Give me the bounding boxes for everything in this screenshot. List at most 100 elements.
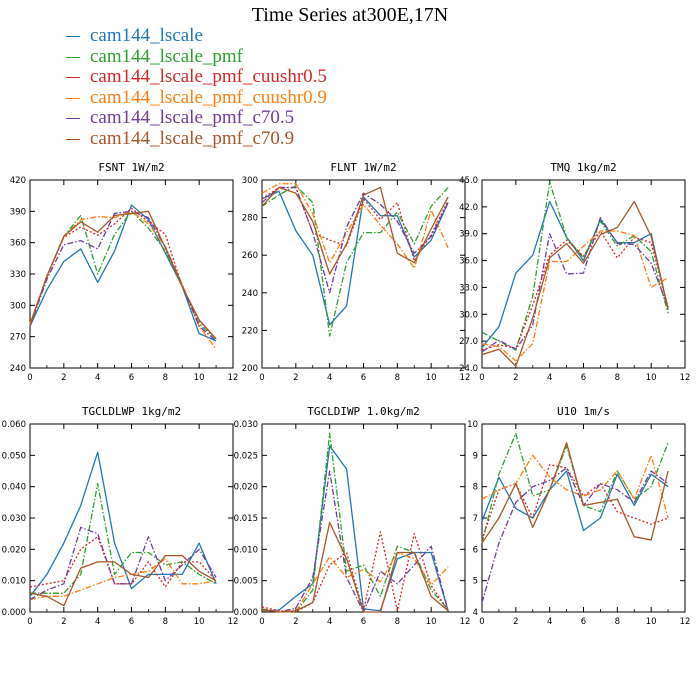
y-tick-label: 30.0 [459, 310, 478, 320]
x-tick-label: 8 [615, 617, 620, 627]
series-line-cam144_lscale_pmf_c70.5 [261, 470, 449, 613]
y-tick-label: 27.0 [459, 337, 478, 347]
y-tick-label: 220 [242, 326, 258, 336]
y-tick-label: 39.0 [459, 230, 478, 240]
y-tick-label: 240 [10, 364, 26, 374]
series-line-cam144_lscale_pmf_cuushr0.9 [29, 210, 217, 350]
y-tick-label: 280 [242, 214, 258, 224]
series-line-cam144_lscale [261, 190, 449, 326]
y-tick-label: 420 [10, 176, 26, 186]
chart-panel: TMQ 1kg/m20 2 4 6 8 10 1224.027.030.033.036.03… [459, 161, 690, 383]
y-tick-label: 33.0 [459, 283, 478, 293]
x-tick-label: 10 [646, 617, 657, 627]
y-tick-label: 4 [473, 608, 478, 618]
panel-title: TGCLDIWP 1.0kg/m2 [307, 405, 420, 418]
series-line-cam144_lscale_pmf_c70.5 [29, 210, 217, 342]
x-tick-label: 12 [228, 617, 239, 627]
y-tick-label: 330 [10, 270, 26, 280]
x-tick-label: 10 [194, 373, 205, 383]
legend-label: cam144_lscale_pmf_c70.5 [90, 107, 295, 128]
y-tick-label: 0.060 [2, 420, 26, 430]
y-tick-label: 0.025 [234, 451, 258, 461]
x-tick-label: 0 [259, 373, 264, 383]
x-tick-label: 6 [129, 617, 134, 627]
plot-frame [261, 179, 466, 369]
y-tick-label: 24.0 [459, 364, 478, 374]
legend-line-5 [66, 138, 80, 140]
x-tick-label: 8 [615, 373, 620, 383]
y-tick-label: 0.010 [234, 545, 258, 555]
series-line-cam144_lscale_pmf_c70.9 [261, 186, 449, 275]
x-tick-label: 12 [680, 373, 691, 383]
y-tick-label: 0.020 [234, 483, 258, 493]
legend-label: cam144_lscale_pmf_cuushr0.5 [90, 66, 327, 87]
y-tick-label: 200 [242, 364, 258, 374]
series-line-cam144_lscale_pmf_c70.9 [481, 442, 669, 544]
x-tick-label: 4 [327, 373, 332, 383]
x-tick-label: 6 [129, 373, 134, 383]
y-tick-label: 10 [467, 420, 478, 430]
legend-line-1 [66, 56, 80, 58]
x-tick-label: 6 [361, 617, 366, 627]
series-line-cam144_lscale_pmf_c70.5 [481, 467, 669, 603]
series-line-cam144_lscale_pmf_cuushr0.9 [481, 454, 669, 519]
series-line-cam144_lscale_pmf [261, 184, 449, 337]
y-tick-label: 300 [10, 301, 26, 311]
x-tick-label: 4 [547, 617, 552, 627]
legend-line-2 [66, 77, 80, 78]
x-tick-label: 2 [513, 373, 518, 383]
series-line-cam144_lscale_pmf_cuushr0.9 [29, 558, 217, 601]
series-line-cam144_lscale_pmf_cuushr0.9 [261, 551, 449, 613]
x-tick-label: 10 [646, 373, 657, 383]
y-tick-label: 0.040 [2, 483, 26, 493]
x-tick-label: 4 [327, 617, 332, 627]
y-tick-label: 0.020 [2, 545, 26, 555]
x-tick-label: 0 [479, 373, 484, 383]
series-line-cam144_lscale_pmf [29, 210, 217, 340]
y-tick-label: 300 [242, 176, 258, 186]
y-tick-label: 0.010 [2, 577, 26, 587]
y-tick-label: 0.000 [234, 608, 258, 618]
y-tick-label: 6 [473, 545, 478, 555]
figure-title: Time Series at300E,17N [251, 4, 449, 26]
x-tick-label: 2 [61, 617, 66, 627]
x-tick-label: 10 [426, 617, 437, 627]
x-tick-label: 12 [680, 617, 691, 627]
x-tick-label: 4 [547, 373, 552, 383]
chart-panel: FSNT 1W/m2 0 2 4 6 8 10 12 240 270 300 330 360 390 420 [10, 161, 239, 383]
panel-title: TGCLDLWP 1kg/m2 [82, 405, 181, 418]
series-line-cam144_lscale [481, 470, 669, 532]
panel-title: FLNT 1W/m2 [330, 161, 396, 174]
y-tick-label: 0.015 [234, 514, 258, 524]
x-tick-label: 0 [27, 373, 32, 383]
y-tick-label: 8 [473, 483, 478, 493]
y-tick-label: 9 [473, 451, 478, 461]
y-tick-label: 42.0 [459, 203, 478, 213]
y-tick-label: 360 [10, 239, 26, 249]
series-line-cam144_lscale [29, 451, 217, 597]
legend-line-4 [66, 118, 80, 119]
y-tick-label: 36.0 [459, 257, 478, 267]
x-tick-label: 8 [395, 617, 400, 627]
legend-label: cam144_lscale_pmf_cuushr0.9 [90, 86, 327, 108]
y-tick-label: 260 [242, 251, 258, 261]
x-tick-label: 6 [581, 373, 586, 383]
x-tick-label: 10 [194, 617, 205, 627]
x-tick-label: 8 [163, 617, 168, 627]
x-tick-label: 0 [259, 617, 264, 627]
panel-title: FSNT 1W/m2 [98, 161, 164, 174]
series-line-cam144_lscale_pmf_c70.5 [261, 186, 449, 294]
chart-panel: TGCLDIWP 1.0kg/m2 0 2 4 6 8 10 12 0.000 0.005 0.01… [234, 405, 471, 627]
chart-panel: TGCLDLWP 1kg/m2 0 2 4 6 8 10 12 0.000 0.010 0.020 0… [2, 405, 239, 627]
legend-line-3 [66, 97, 80, 99]
x-tick-label: 6 [361, 373, 366, 383]
y-tick-label: 0.050 [2, 451, 26, 461]
x-tick-label: 4 [95, 373, 100, 383]
x-tick-label: 12 [460, 617, 471, 627]
series-line-cam144_lscale [29, 204, 217, 342]
y-tick-label: 390 [10, 207, 26, 217]
panel-title: U10 1m/s [557, 405, 610, 418]
legend-label: cam144_lscale [90, 25, 203, 46]
legend-line-0 [66, 36, 80, 37]
series-line-cam144_lscale_pmf [481, 181, 669, 351]
